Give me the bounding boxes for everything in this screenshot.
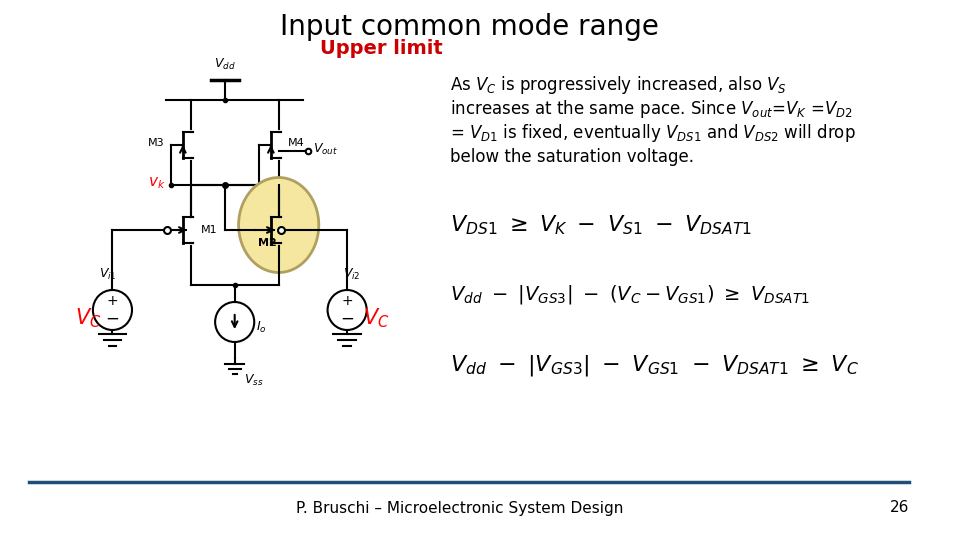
Text: M2: M2 [257,238,276,248]
Text: $V_{DS1}\ \geq\ V_K\ -\ V_{S1}\ -\ V_{DSAT1}$: $V_{DS1}\ \geq\ V_K\ -\ V_{S1}\ -\ V_{DS… [450,213,752,237]
Text: M4: M4 [288,138,304,148]
Text: −: − [340,310,354,328]
Text: $V_C$: $V_C$ [75,306,101,330]
Text: $v_k$: $v_k$ [148,175,165,191]
Text: increases at the same pace. Since $V_{out}$=$V_K$ =$V_{D2}$: increases at the same pace. Since $V_{ou… [450,98,852,120]
Text: −: − [106,310,119,328]
Text: $I_o$: $I_o$ [256,320,267,335]
Text: $V_{dd}\ -\ |V_{GS3}|\ -\ (V_C - V_{GS1})\ \geq\ V_{DSAT1}$: $V_{dd}\ -\ |V_{GS3}|\ -\ (V_C - V_{GS1}… [450,284,809,307]
Text: 26: 26 [890,501,909,516]
Text: $V_{i1}$: $V_{i1}$ [99,267,116,282]
Text: $V_C$: $V_C$ [363,306,390,330]
Text: Upper limit: Upper limit [320,38,443,57]
Text: M3: M3 [148,138,165,148]
Text: +: + [342,294,353,308]
Text: below the saturation voltage.: below the saturation voltage. [450,148,694,166]
Text: $V_{dd}$: $V_{dd}$ [214,57,236,72]
Text: $V_{dd}\ -\ |V_{GS3}|\ -\ V_{GS1}\ -\ V_{DSAT1}\ \geq\ V_C$: $V_{dd}\ -\ |V_{GS3}|\ -\ V_{GS1}\ -\ V_… [450,353,858,377]
Text: $V_{i2}$: $V_{i2}$ [344,267,361,282]
Text: +: + [107,294,118,308]
Ellipse shape [239,178,319,273]
Text: $V_{out}$: $V_{out}$ [313,141,338,157]
Text: = $V_{D1}$ is fixed, eventually $V_{DS1}$ and $V_{DS2}$ will drop: = $V_{D1}$ is fixed, eventually $V_{DS1}… [450,122,855,144]
Text: M1: M1 [201,225,217,235]
Text: Input common mode range: Input common mode range [280,13,659,41]
Text: As $V_C$ is progressively increased, also $V_S$: As $V_C$ is progressively increased, als… [450,74,787,96]
Text: P. Bruschi – Microelectronic System Design: P. Bruschi – Microelectronic System Desi… [296,501,623,516]
Text: $V_{ss}$: $V_{ss}$ [245,373,264,388]
